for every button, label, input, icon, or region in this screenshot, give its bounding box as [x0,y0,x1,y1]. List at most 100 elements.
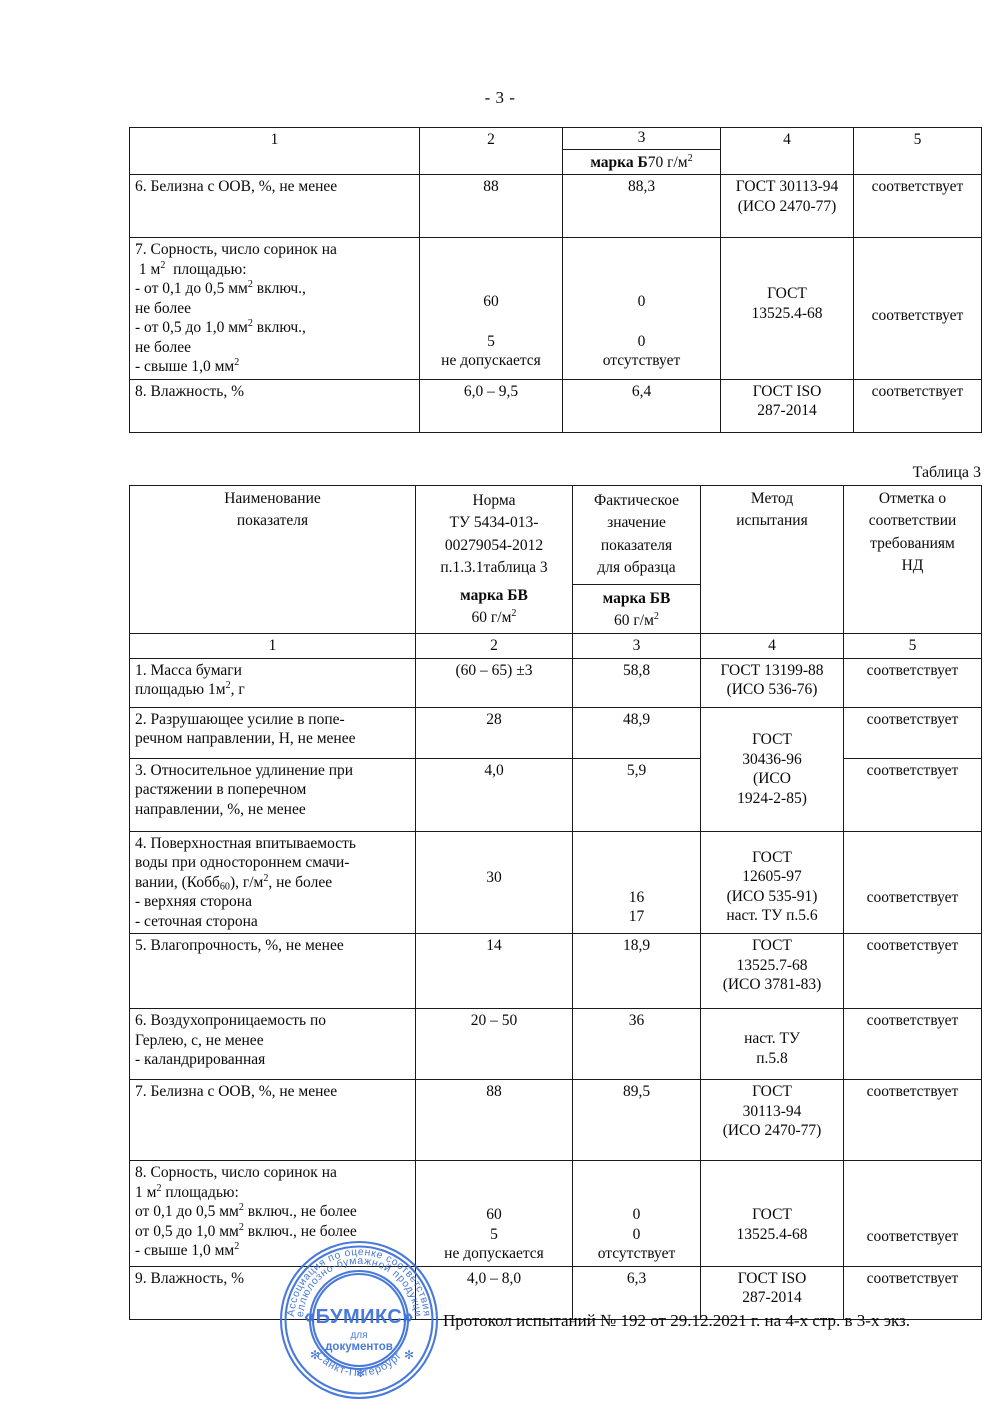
test-method: наст. ТУ п.5.8 [700,1008,844,1081]
indicator-line: - от 0,5 до 1,0 мм2 включ., [135,317,306,337]
grade-header-top: марка Б70 г/м2 [563,148,720,175]
test-method-line2: 287-2014 [757,402,817,420]
indicator-text: вании, (Кобб [135,873,220,891]
indicator-sup: 2 [156,1182,162,1194]
conformity-mark: соответствует [843,757,982,832]
table-three-label: Таблица 3 [912,464,981,481]
indicator-name: 2. Разрушающее усилие в попе- речном нап… [129,706,416,759]
table-row-column-numbers: 1 2 3 марка Б70 г/м2 4 5 [129,126,982,176]
indicator-text: ), г/м [229,873,264,891]
header-grade-unit-wrap: 60 г/м2 [416,607,572,629]
norm-value: 60 [486,1206,502,1224]
indicator-line: вании, (Кобб60), г/м2, не более [135,873,410,893]
test-method-line4: 1924-2-85) [737,789,807,807]
indicator-name: 5. Влагопрочность, %, не менее [129,933,416,1010]
norm-value: 4,0 [415,757,573,832]
indicator-name: 8. Сорность, число соринок на 1 м2 площа… [129,1160,416,1267]
test-method-line2: 13525.4-68 [751,304,823,322]
indicator-line: направлении, %, не менее [135,800,306,818]
header-grade-unit-sup: 2 [653,611,659,623]
col-number-1: 1 [129,126,420,176]
norm-value: не допускается [441,352,541,370]
test-method-line1: ГОСТ [752,937,792,955]
norm-value: 60 [483,293,499,311]
header-line: ТУ 5434-013- [449,514,539,532]
indicator-name: 7. Сорность, число соринок на 1 м2 площа… [129,237,420,380]
actual-value: 17 [628,908,645,926]
test-method-line1: ГОСТ ISO [737,1269,807,1287]
svg-text:для: для [350,1330,367,1341]
conformity-mark: соответствует [853,378,982,433]
norm-value: 4,0 – 8,0 [415,1265,573,1320]
actual-value: 0 [632,1225,641,1243]
svg-text:документов: документов [325,1341,393,1353]
indicator-line: - сеточная сторона [135,912,258,930]
test-method-line2: (ИСО 536-76) [726,681,818,699]
actual-value: отсутствует [597,1245,676,1263]
header-grade-unit: 60 г/м [614,612,654,630]
indicator-sup: 2 [263,872,269,884]
test-method-line2: 30436-96 [742,750,802,768]
indicator-name: 3. Относительное удлинение при растяжени… [129,757,416,832]
header-actual: Фактическое значение показателя для обра… [572,485,701,634]
header-line: испытания [736,512,808,530]
header-norm: Норма ТУ 5434-013- 00279054-2012 п.1.3.1… [415,485,573,634]
test-method: ГОСТ 13525.4-68 [720,237,854,380]
header-line: Отметка о [878,490,947,507]
conformity-mark: соответствует [843,933,982,1010]
header-grade-actual: марка БВ 60 г/м2 [573,583,700,633]
indicator-line: 3. Относительное удлинение при [135,761,354,779]
norm-value-wrap: 30 [415,830,573,935]
indicator-line: 7. Сорность, число соринок на [135,241,337,259]
indicator-line: - каландрированная [135,1051,266,1069]
svg-text:Санкт-Петербург: Санкт-Петербург [314,1350,405,1380]
test-method: ГОСТ ISO 287-2014 [720,378,854,433]
indicator-line: не более [135,299,191,317]
conformity-mark: соответствует [866,1228,959,1246]
norm-value: 5 [490,1225,498,1243]
indicator-text: площадью: [161,1183,239,1201]
indicator-line: от 0,1 до 0,5 мм2 включ., не более [135,1202,410,1222]
actual-value: 0 [637,332,646,350]
indicator-line: растяжении в поперечном [135,781,307,799]
test-method-line1: ГОСТ [767,285,807,303]
header-line: п.1.3.1таблица 3 [440,559,548,577]
actual-value: 48,9 [572,706,701,759]
header-line: показателя [600,536,673,554]
actual-value: 6,3 [572,1265,701,1320]
indicator-line: площадью 1м2, г [135,680,410,700]
indicator-text: 1 м [135,1183,157,1201]
norm-value: не допускается [444,1245,544,1263]
indicator-line: Герлею, с, не менее [135,1031,264,1049]
indicator-sub: 60 [219,881,230,893]
norm-value: 88 [415,1079,573,1162]
test-method: ГОСТ ISO 287-2014 [700,1265,844,1320]
indicator-text: включ., не более [243,1203,357,1221]
col-number-3-with-grade: 3 марка Б70 г/м2 [562,126,721,176]
header-line: Норма [472,492,516,509]
indicator-name: 4. Поверхностная впитываемость воды при … [129,830,416,935]
indicator-sup: 2 [238,1221,244,1233]
test-method-line2: 13525.7-68 [736,956,808,974]
test-method-line2: 30113-94 [742,1102,802,1120]
col-number-4: 4 [720,126,854,176]
indicator-line: - от 0,1 до 0,5 мм2 включ., [135,278,306,298]
header-line: Наименование [224,490,321,507]
test-method-line1: ГОСТ [752,1206,792,1224]
indicator-line: 6. Воздухопроницаемость по [135,1012,327,1030]
indicator-text: от 0,5 до 1,0 мм [135,1222,239,1240]
conformity-mark: соответствует [843,1008,982,1081]
norm-value: 14 [415,933,573,1010]
header-indicator-name: Наименование показателя [129,485,416,634]
conformity-mark: соответствует [843,1265,982,1320]
indicator-line: 8. Сорность, число соринок на [135,1164,337,1182]
conformity-mark-wrap: соответствует [843,1160,982,1267]
table-row: 7. Белизна с ООВ, %, не менее 88 89,5 ГО… [129,1079,982,1162]
indicator-line: - свыше 1,0 мм2 [135,1241,410,1261]
protocol-footer: Протокол испытаний № 192 от 29.12.2021 г… [443,1311,911,1330]
indicator-text: - свыше 1,0 мм [135,1242,235,1260]
actual-value: 58,8 [572,657,701,708]
test-method: ГОСТ 13525.7-68 (ИСО 3781-83) [700,933,844,1010]
conformity-mark: соответствует [871,307,964,325]
table-three: Наименование показателя Норма ТУ 5434-01… [129,485,982,1320]
